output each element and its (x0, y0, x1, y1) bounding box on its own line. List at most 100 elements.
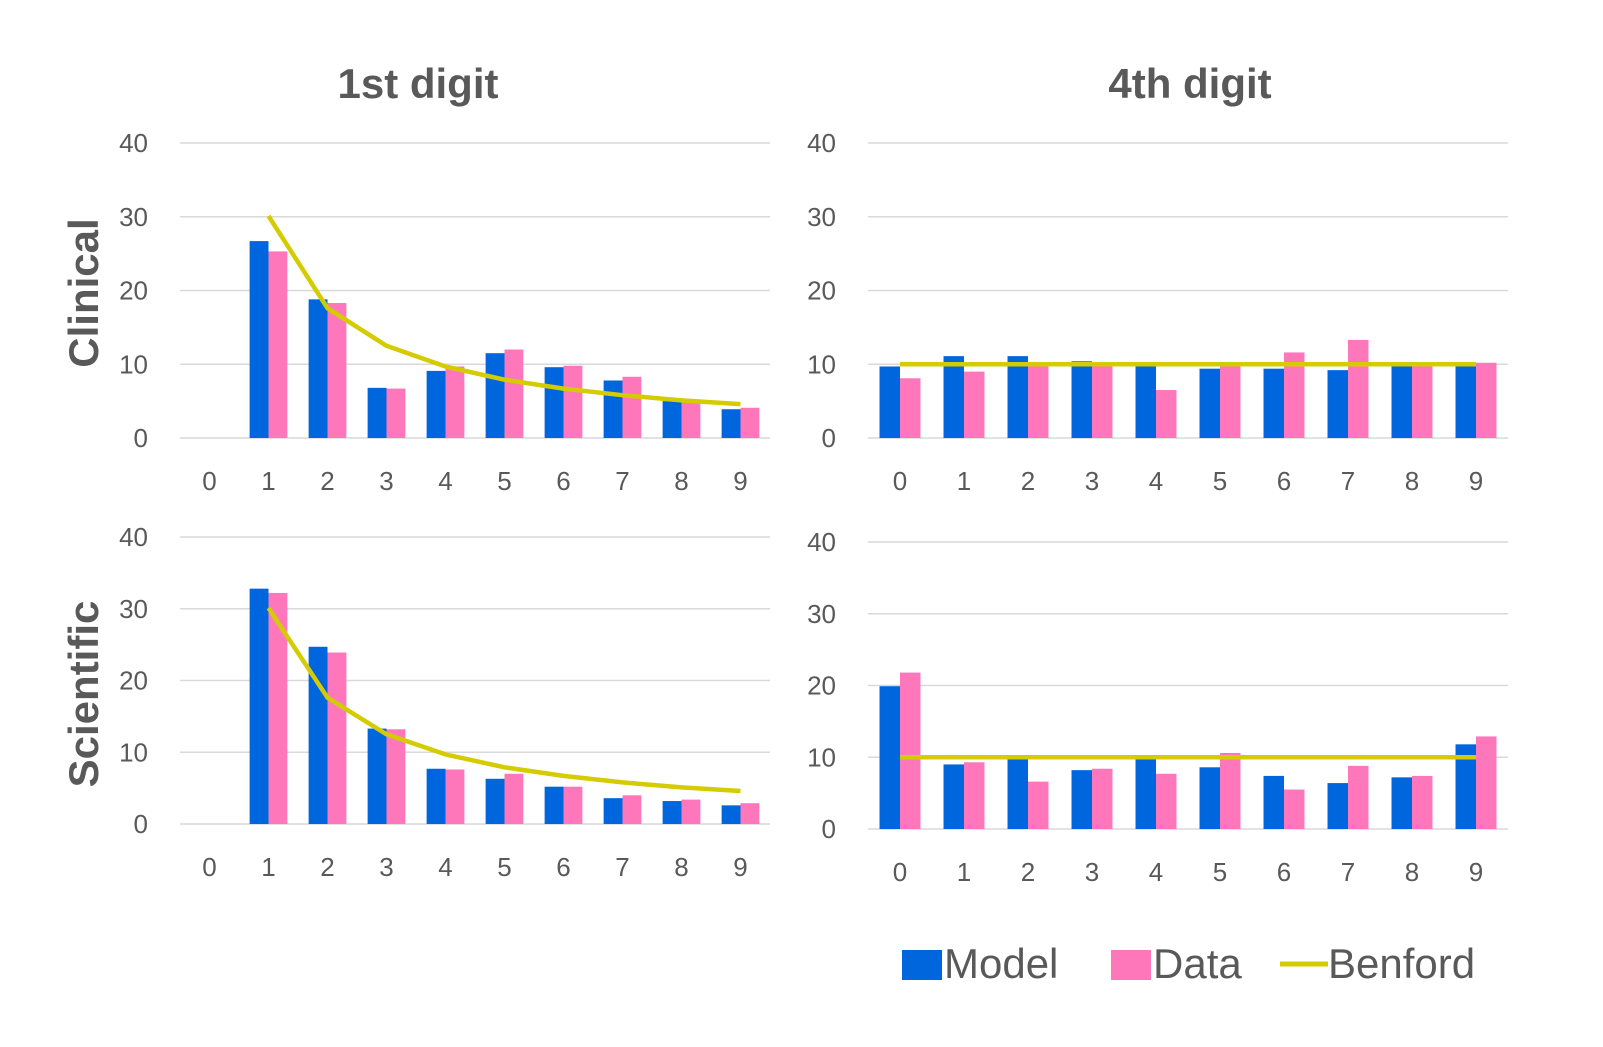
row-title-clinical: Clinical (60, 218, 107, 367)
chart-panel-1: 0 10 20 30 40 0 1 2 3 4 5 6 7 8 9 (119, 128, 770, 496)
x-tick-label: 1 (261, 466, 275, 496)
chart-panel-2: 0 10 20 30 40 0 1 2 3 4 5 6 7 8 9 (807, 128, 1508, 496)
bar-data (622, 376, 642, 438)
y-tick-label: 0 (134, 809, 148, 839)
legend: Model Data Benford (902, 940, 1475, 987)
bar-model (1071, 770, 1092, 829)
bar-data (386, 729, 406, 824)
x-tick-label: 0 (893, 466, 907, 496)
y-tick-label: 10 (807, 742, 836, 772)
bar-data (1092, 768, 1113, 829)
x-tick-label: 6 (1277, 857, 1291, 887)
x-tick-label: 7 (615, 466, 629, 496)
bar-data (1284, 789, 1305, 829)
bar-model (426, 768, 446, 824)
column-title-1st-digit: 1st digit (337, 60, 498, 107)
bar-model (1391, 777, 1412, 829)
bar-data (740, 407, 760, 438)
x-tick-label: 5 (497, 852, 511, 882)
bar-model (943, 764, 964, 829)
x-tick-label: 0 (202, 466, 216, 496)
y-tick-label: 40 (119, 522, 148, 552)
x-tick-label: 3 (379, 466, 393, 496)
bar-data (445, 769, 465, 824)
bar-data (1348, 339, 1369, 438)
bar-data (504, 773, 524, 824)
x-tick-label: 7 (1341, 466, 1355, 496)
bar-data (1348, 765, 1369, 829)
bar-model (1071, 361, 1092, 438)
x-tick-label: 8 (674, 852, 688, 882)
bar-model (367, 728, 387, 824)
y-tick-label: 10 (807, 349, 836, 379)
bar-data (268, 592, 288, 824)
bar-data (1028, 781, 1049, 829)
bar-data (327, 303, 347, 438)
x-tick-label: 6 (556, 466, 570, 496)
x-tick-label: 2 (1021, 466, 1035, 496)
x-tick-label: 8 (1405, 466, 1419, 496)
y-tick-label: 30 (119, 202, 148, 232)
y-tick-label: 30 (119, 594, 148, 624)
x-tick-label: 6 (1277, 466, 1291, 496)
bar-model (879, 366, 900, 438)
x-tick-label: 1 (957, 857, 971, 887)
x-tick-label: 1 (261, 852, 275, 882)
x-tick-label: 0 (893, 857, 907, 887)
x-tick-label: 4 (1149, 466, 1163, 496)
bar-model (1135, 759, 1156, 829)
bar-data (1476, 736, 1497, 829)
bar-model (1327, 370, 1348, 438)
legend-model-label: Model (944, 940, 1058, 987)
bar-model (485, 353, 505, 438)
y-tick-label: 20 (119, 666, 148, 696)
x-tick-label: 8 (1405, 857, 1419, 887)
bar-data (900, 672, 921, 829)
bar-data (1028, 364, 1049, 438)
x-tick-label: 7 (615, 852, 629, 882)
bar-model (943, 356, 964, 438)
bar-data (1220, 364, 1241, 438)
y-tick-label: 20 (807, 671, 836, 701)
bar-model (308, 299, 328, 438)
bar-data (268, 251, 288, 438)
x-tick-label: 6 (556, 852, 570, 882)
bar-data (504, 349, 524, 438)
x-tick-label: 0 (202, 852, 216, 882)
bar-model (1327, 783, 1348, 829)
x-tick-label: 7 (1341, 857, 1355, 887)
column-title-4th-digit: 4th digit (1108, 60, 1271, 107)
bar-data (1476, 362, 1497, 438)
x-tick-label: 4 (438, 852, 452, 882)
bar-model (1391, 364, 1412, 438)
x-tick-label: 4 (438, 466, 452, 496)
bar-model (1135, 365, 1156, 438)
y-tick-label: 40 (807, 527, 836, 557)
legend-data-swatch (1111, 950, 1151, 980)
x-tick-label: 3 (1085, 466, 1099, 496)
x-tick-label: 3 (1085, 857, 1099, 887)
y-tick-label: 30 (807, 202, 836, 232)
bar-model (662, 801, 682, 824)
bar-data (1284, 352, 1305, 438)
bar-data (622, 795, 642, 824)
x-tick-label: 9 (733, 852, 747, 882)
x-tick-label: 9 (1469, 857, 1483, 887)
y-tick-label: 10 (119, 737, 148, 767)
bar-model (1455, 744, 1476, 829)
chart-panel-3: 0 10 20 30 40 0 1 2 3 4 5 6 7 8 9 (119, 522, 770, 882)
x-tick-label: 9 (1469, 466, 1483, 496)
bar-model (1455, 364, 1476, 438)
bar-model (1007, 356, 1028, 438)
bar-data (327, 652, 347, 824)
bar-data (1156, 390, 1177, 438)
bar-data (964, 371, 985, 438)
bar-model (544, 367, 564, 438)
legend-data-label: Data (1153, 940, 1242, 987)
bar-data (1412, 362, 1433, 438)
y-tick-label: 0 (134, 423, 148, 453)
y-tick-label: 40 (807, 128, 836, 158)
x-tick-label: 9 (733, 466, 747, 496)
